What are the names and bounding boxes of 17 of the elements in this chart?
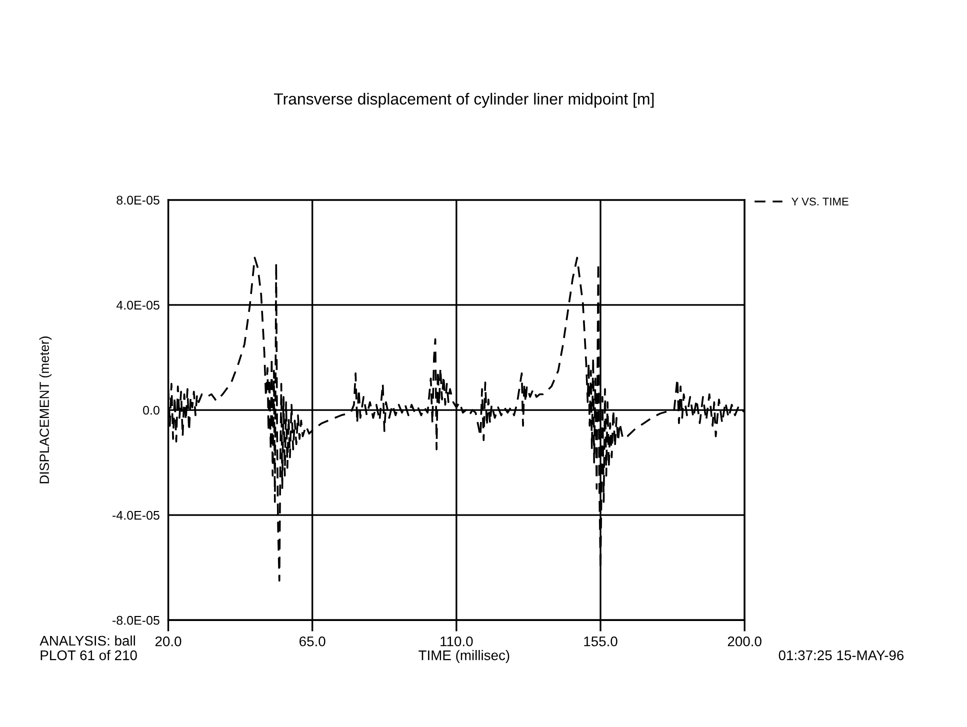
y-tick-label: 8.0E-05 xyxy=(116,196,160,205)
y-tick-label: 0.0 xyxy=(143,406,160,415)
x-tick-label: 200.0 xyxy=(728,636,762,646)
text: ANALYSIS: ball xyxy=(40,635,135,646)
y-tick-label: 4.0E-05 xyxy=(116,300,160,310)
x-tick-label: 20.0 xyxy=(155,636,182,646)
chart-title: Transverse displacement of cylinder liner midpoint [m] xyxy=(274,92,654,108)
x-tick-label: 65.0 xyxy=(300,636,326,646)
y-axis-title: DISPLACEMENT (meter) xyxy=(39,336,52,484)
x-tick-label: 155.0 xyxy=(584,636,618,646)
y-tick-label: -8.0E-05 xyxy=(112,616,160,625)
x-axis-title: TIME (millisec) xyxy=(418,650,510,663)
text: 01:37:25 15-MAY-96 xyxy=(778,650,904,660)
legend-label: Y VS. TIME xyxy=(792,198,848,206)
text: PLOT 61 of 210 xyxy=(40,650,137,660)
y-tick-label: -4.0E-05 xyxy=(112,510,160,520)
x-tick-label: 110.0 xyxy=(440,636,473,646)
